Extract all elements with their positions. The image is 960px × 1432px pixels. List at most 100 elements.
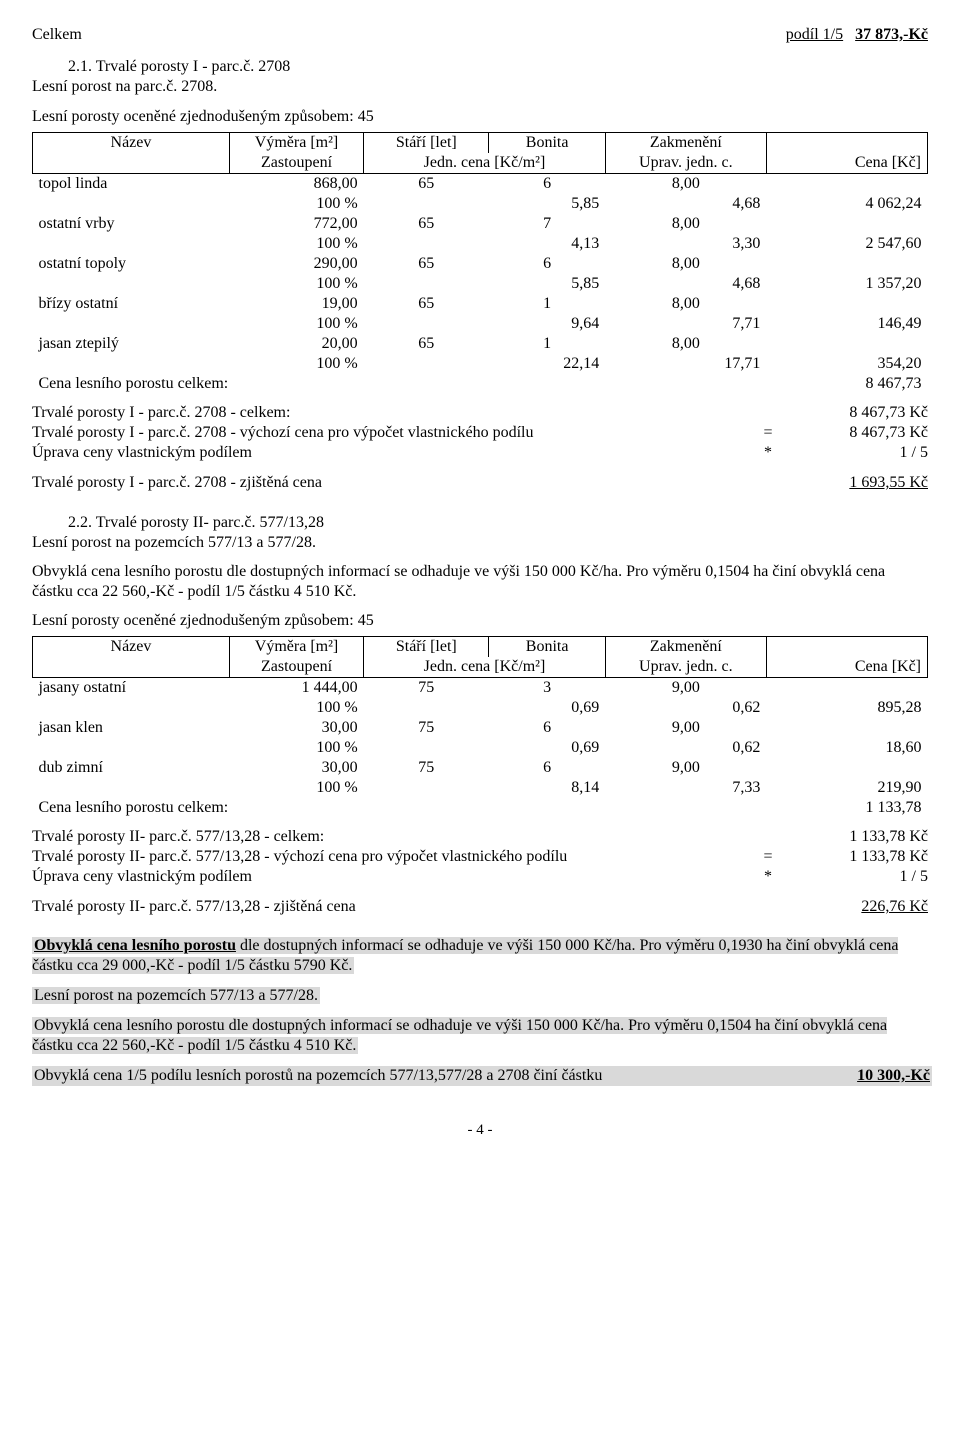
adj-unit: 4,68 [605, 194, 766, 214]
hl-p4-left: Obvyklá cena 1/5 podílu lesních porostů … [34, 1066, 602, 1086]
zakm: 9,00 [605, 758, 766, 778]
table-row: břízy ostatní19,006518,00 [33, 294, 928, 314]
table-row-sub: 100 %8,147,33219,90 [33, 778, 928, 798]
bonita: 1 [489, 294, 605, 314]
col-zast: Zastoupení [229, 153, 363, 174]
hl-para-1: Obvyklá cena lesního porostu dle dostupn… [32, 936, 928, 976]
sum-right: 1 / 5 [788, 444, 928, 462]
final-21-value: 1 693,55 Kč [788, 474, 928, 492]
table-row-sub: 100 %4,133,302 547,60 [33, 234, 928, 254]
price: 146,49 [766, 314, 927, 334]
sum-left: Úprava ceny vlastnickým podílem [32, 444, 748, 462]
sum-left: Trvalé porosty I - parc.č. 2708 - výchoz… [32, 424, 748, 442]
species-name: topol linda [33, 174, 230, 195]
adj-unit: 0,62 [605, 738, 766, 758]
bonita: 6 [489, 174, 605, 195]
sum-left: Úprava ceny vlastnickým podílem [32, 868, 748, 886]
sum-op [748, 404, 788, 422]
adj-unit: 7,33 [605, 778, 766, 798]
unit-price: 5,85 [364, 274, 606, 294]
forest-table-22: Název Výměra [m²] Stáří [let] Bonita Zak… [32, 636, 928, 818]
bonita: 6 [489, 254, 605, 274]
percent: 100 % [229, 314, 363, 334]
table-row: jasan klen30,007569,00 [33, 718, 928, 738]
sum-op [748, 828, 788, 846]
page-footer: - 4 - [32, 1122, 928, 1139]
para-22-1: Obvyklá cena lesního porostu dle dostupn… [32, 562, 928, 602]
final-22: Trvalé porosty II- parc.č. 577/13,28 - z… [32, 898, 928, 916]
hl-para-2: Lesní porost na pozemcích 577/13 a 577/2… [32, 986, 928, 1006]
table-row: ostatní vrby772,006578,00 [33, 214, 928, 234]
table-header-row: Název Výměra [m²] Stáří [let] Bonita Zak… [33, 637, 928, 658]
table-row-sub: 100 %9,647,71146,49 [33, 314, 928, 334]
table-total-row: Cena lesního porostu celkem: 1 133,78 [33, 798, 928, 818]
species-name: ostatní topoly [33, 254, 230, 274]
final-22-label: Trvalé porosty II- parc.č. 577/13,28 - z… [32, 898, 748, 916]
unit-price: 0,69 [364, 698, 606, 718]
area: 290,00 [229, 254, 363, 274]
total-value: 8 467,73 [766, 374, 927, 394]
total-row: Celkem podíl 1/5 37 873,-Kč [32, 26, 928, 44]
age: 75 [364, 758, 489, 778]
sum-op: = [748, 424, 788, 442]
species-name: jasan klen [33, 718, 230, 738]
bonita: 7 [489, 214, 605, 234]
area: 20,00 [229, 334, 363, 354]
adj-unit: 7,71 [605, 314, 766, 334]
sum-right: 1 133,78 Kč [788, 848, 928, 866]
adj-unit: 4,68 [605, 274, 766, 294]
species-name: dub zimní [33, 758, 230, 778]
percent: 100 % [229, 234, 363, 254]
col-stari: Stáří [let] [364, 133, 489, 154]
sum-right: 8 467,73 Kč [788, 404, 928, 422]
species-name: jasany ostatní [33, 678, 230, 699]
age: 65 [364, 254, 489, 274]
bonita: 1 [489, 334, 605, 354]
percent: 100 % [229, 738, 363, 758]
section-2-2-title: 2.2. Trvalé porosty II- parc.č. 577/13,2… [68, 514, 928, 532]
hl-p3: Obvyklá cena lesního porostu dle dostupn… [32, 1017, 887, 1054]
hl-p4-right: 10 300,-Kč [857, 1066, 930, 1086]
table-header-row-2: Zastoupení Jedn. cena [Kč/m²] Uprav. jed… [33, 657, 928, 678]
sum-op: * [748, 868, 788, 886]
area: 30,00 [229, 718, 363, 738]
method-21: Lesní porosty oceněné zjednodušeným způs… [32, 108, 928, 126]
col-vymera: Výměra [m²] [229, 133, 363, 154]
section-2-2-subtitle: Lesní porost na pozemcích 577/13 a 577/2… [32, 534, 928, 552]
unit-price: 9,64 [364, 314, 606, 334]
zakm: 8,00 [605, 254, 766, 274]
total-label: Celkem [32, 26, 82, 44]
hl-para-3: Obvyklá cena lesního porostu dle dostupn… [32, 1016, 928, 1056]
section-2-1-subtitle: Lesní porost na parc.č. 2708. [32, 78, 928, 96]
forest-table-21: Název Výměra [m²] Stáří [let] Bonita Zak… [32, 132, 928, 394]
col-zakm: Zakmenění [605, 133, 766, 154]
hl-p2: Lesní porost na pozemcích 577/13 a 577/2… [32, 987, 320, 1004]
total-right: podíl 1/5 37 873,-Kč [786, 26, 928, 44]
adj-unit: 3,30 [605, 234, 766, 254]
section-2-1-title: 2.1. Trvalé porosty I - parc.č. 2708 [68, 58, 928, 76]
share-value: 37 873,-Kč [855, 26, 928, 43]
final-21-label: Trvalé porosty I - parc.č. 2708 - zjiště… [32, 474, 748, 492]
table-header-row-2: Zastoupení Jedn. cena [Kč/m²] Uprav. jed… [33, 153, 928, 174]
summary-row: Trvalé porosty II- parc.č. 577/13,28 - c… [32, 828, 928, 846]
sum-right: 1 / 5 [788, 868, 928, 886]
sum-op: = [748, 848, 788, 866]
adj-unit: 17,71 [605, 354, 766, 374]
percent: 100 % [229, 274, 363, 294]
age: 65 [364, 174, 489, 195]
age: 75 [364, 678, 489, 699]
age: 75 [364, 718, 489, 738]
col-jedn: Jedn. cena [Kč/m²] [364, 153, 606, 174]
col-uprav: Uprav. jedn. c. [605, 153, 766, 174]
price: 1 357,20 [766, 274, 927, 294]
area: 772,00 [229, 214, 363, 234]
final-21: Trvalé porosty I - parc.č. 2708 - zjiště… [32, 474, 928, 492]
sum-left: Trvalé porosty II- parc.č. 577/13,28 - c… [32, 828, 748, 846]
table-row: jasany ostatní1 444,007539,00 [33, 678, 928, 699]
area: 30,00 [229, 758, 363, 778]
zakm: 9,00 [605, 678, 766, 699]
sum-op: * [748, 444, 788, 462]
price: 354,20 [766, 354, 927, 374]
col-bonita: Bonita [489, 133, 605, 154]
table-row-sub: 100 %22,1417,71354,20 [33, 354, 928, 374]
